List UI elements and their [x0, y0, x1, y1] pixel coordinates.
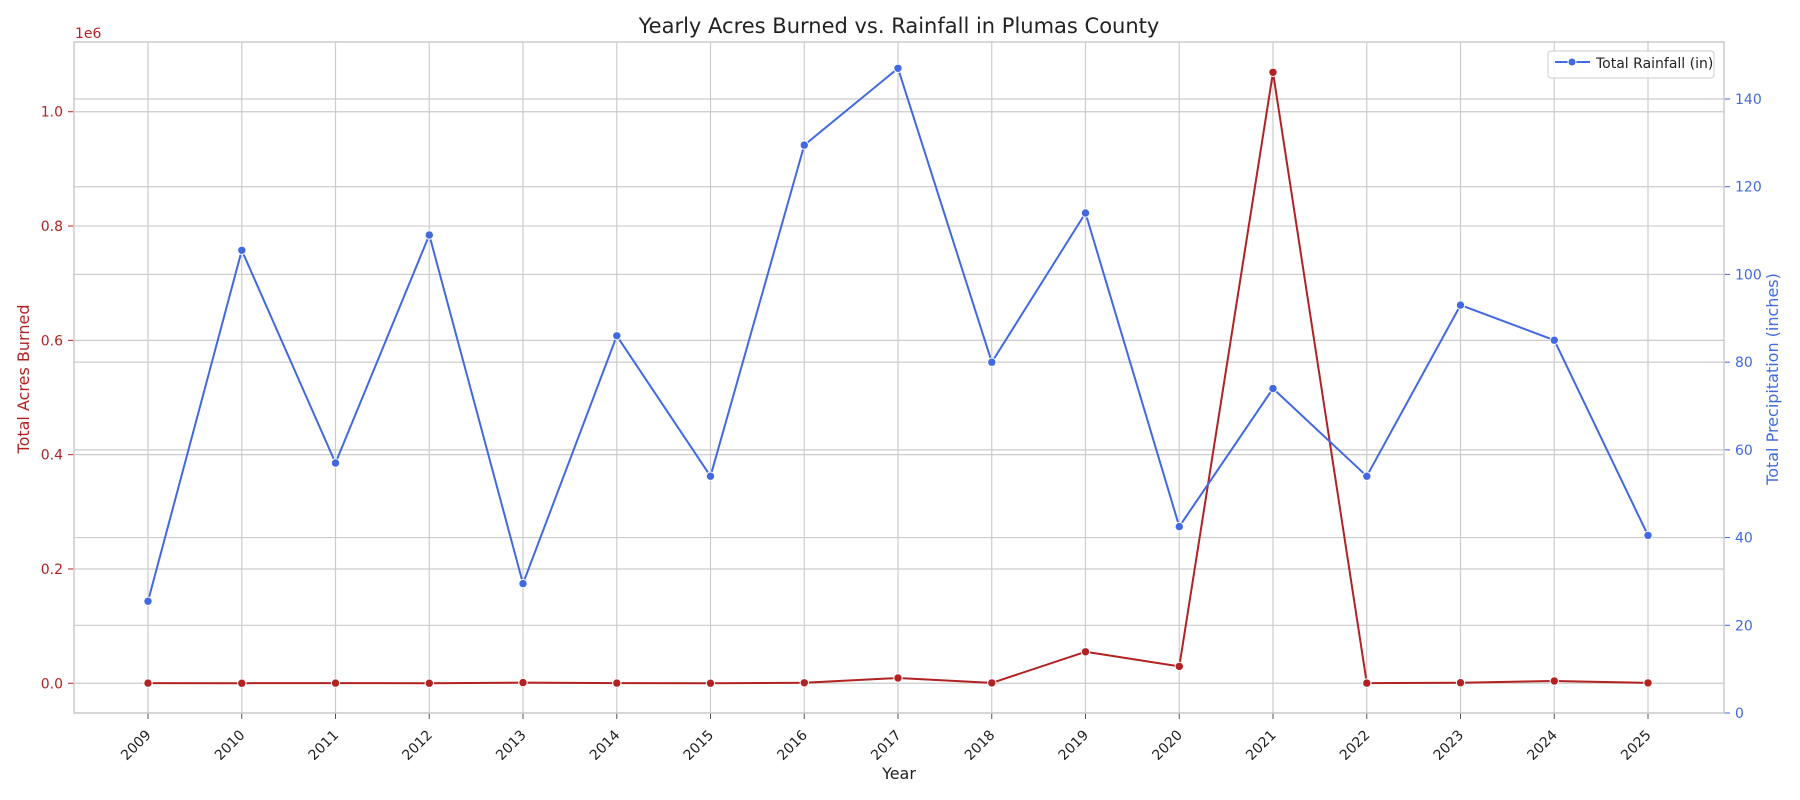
rainfall-point [1455, 300, 1466, 310]
x-tick-label: 2021 [1243, 727, 1280, 764]
rainfall-point [1080, 208, 1091, 218]
acres-burned-point [705, 678, 716, 688]
acres-burned-point [1643, 678, 1653, 688]
acres-burned-point [1268, 67, 1278, 78]
x-tick-label: 2019 [1056, 727, 1093, 764]
series-rainfall [143, 63, 1653, 606]
rainfall-point [1362, 471, 1372, 481]
x-tick-label: 2024 [1524, 727, 1561, 764]
acres-burned-point [1362, 678, 1372, 688]
acres-burned-point [424, 678, 434, 688]
left-y-tick-label: 1.0 [41, 105, 63, 121]
x-tick-label: 2017 [868, 727, 905, 764]
x-tick-label: 2025 [1618, 727, 1655, 764]
left-y-tick-label: 0.6 [41, 333, 63, 349]
rainfall-point [705, 471, 716, 481]
rainfall-point [612, 331, 622, 341]
x-tick-label: 2010 [212, 727, 249, 764]
right-y-tick-label: 100 [1735, 267, 1762, 283]
x-tick-label: 2013 [493, 727, 530, 764]
right-y-tick-label: 0 [1735, 706, 1744, 722]
x-tick-label: 2012 [399, 727, 436, 764]
rainfall-point [799, 140, 809, 150]
rainfall-point [893, 63, 903, 74]
right-y-tick-label: 60 [1735, 443, 1753, 459]
legend-box [1547, 50, 1715, 79]
acres-burned-point [330, 678, 341, 688]
grid-layer [74, 42, 1724, 714]
x-tick-label: 2015 [681, 727, 718, 764]
x-tick-label: 2018 [962, 727, 999, 764]
acres-burned-point [1080, 647, 1091, 657]
rainfall-point [237, 245, 247, 256]
rainfall-point [330, 458, 341, 468]
right-y-tick-label: 140 [1735, 92, 1762, 108]
acres-burned-point [518, 677, 528, 688]
rainfall-point [518, 578, 528, 589]
right-y-axis-title: Total Precipitation (inches) [1763, 273, 1782, 486]
legend-label-rainfall: Total Rainfall (in) [1595, 56, 1713, 72]
x-tick-label: 2009 [118, 727, 155, 764]
x-tick-label: 2016 [774, 727, 811, 764]
acres-burned-point [987, 678, 997, 688]
left-y-tick-label: 0.2 [41, 562, 63, 578]
x-tick-label: 2020 [1149, 727, 1186, 764]
left-y-tick-label: 0.4 [41, 448, 63, 464]
acres-burned-point [893, 673, 903, 683]
rainfall-point [987, 357, 997, 367]
x-tick-label: 2014 [587, 727, 624, 764]
axes-layer: 2009 2010 2011 2012 2013 2014 2015 2016 2017 2018… [41, 41, 1762, 764]
plot-frame [73, 41, 1725, 714]
left-axis-offset-label: 1e6 [75, 26, 102, 42]
series-acres-burned [143, 67, 1653, 688]
rainfall-point [1268, 383, 1278, 394]
right-y-tick-label: 120 [1735, 180, 1762, 196]
right-y-tick-label: 40 [1735, 531, 1753, 547]
x-tick-label: 2022 [1337, 727, 1374, 764]
rainfall-point [1643, 530, 1653, 541]
acres-burned-point [237, 678, 247, 688]
x-tick-label: 2023 [1431, 727, 1468, 764]
rainfall-point [1174, 521, 1185, 532]
right-y-tick-label: 80 [1735, 355, 1753, 371]
left-y-axis-title: Total Acres Burned [14, 305, 33, 455]
rainfall-point [143, 596, 153, 606]
x-tick-label: 2011 [306, 727, 343, 764]
acres-burned-point [612, 678, 622, 688]
chart-title: Yearly Acres Burned vs. Rainfall in Plum… [638, 14, 1160, 38]
acres-burned-point [1174, 661, 1185, 672]
rainfall-point [424, 230, 434, 240]
left-y-tick-label: 0.0 [41, 676, 63, 692]
rainfall-point [1549, 335, 1560, 345]
legend-marker-rainfall [1567, 57, 1577, 67]
legend: Total Rainfall (in) [1547, 50, 1715, 79]
acres-burned-point [1455, 678, 1466, 688]
acres-burned-point [1549, 676, 1560, 686]
left-y-tick-label: 0.8 [41, 219, 63, 235]
right-y-tick-label: 20 [1735, 618, 1753, 634]
acres-burned-point [143, 678, 153, 688]
x-axis-title: Year [881, 764, 916, 783]
acres-burned-point [799, 678, 809, 688]
series-layer [143, 63, 1653, 688]
